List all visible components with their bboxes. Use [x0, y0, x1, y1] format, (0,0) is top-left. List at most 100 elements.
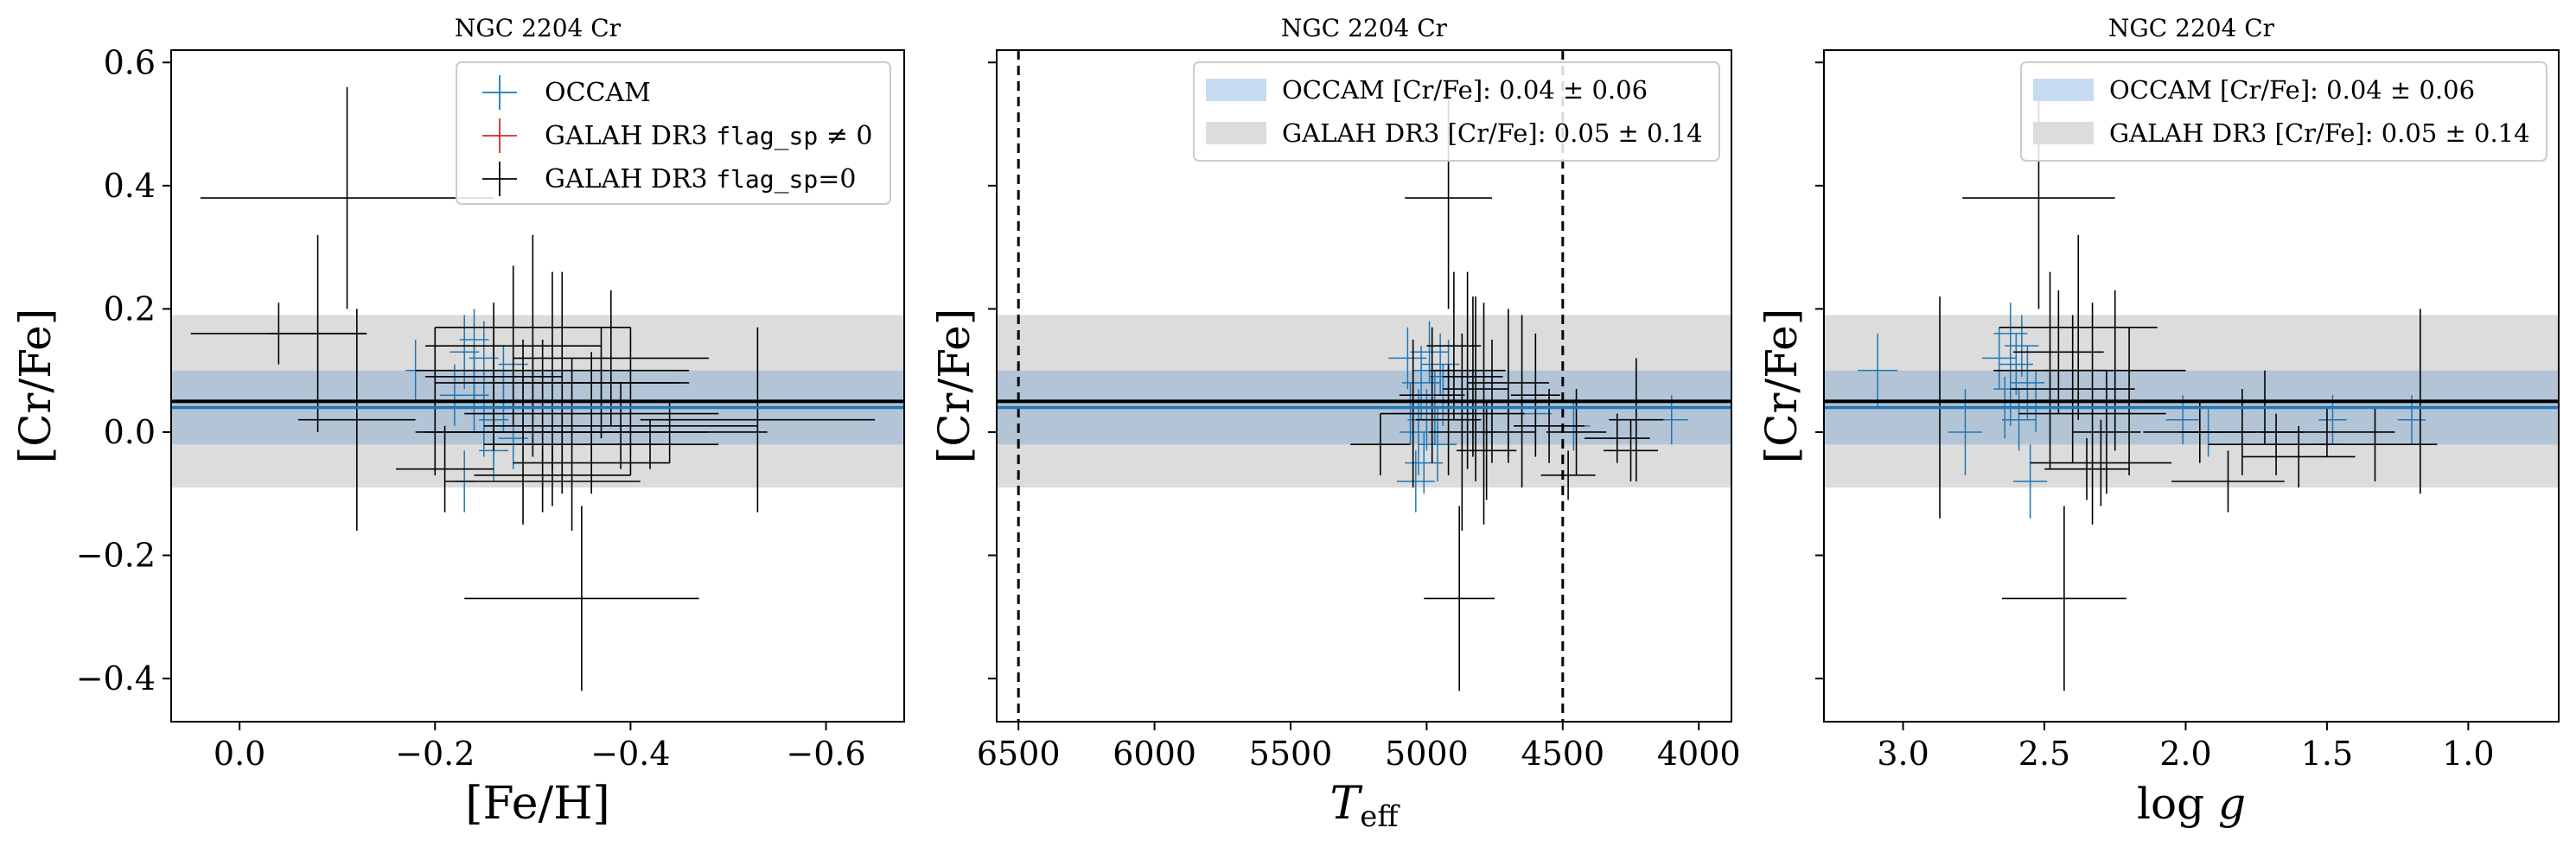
- panel-1: 0.0 −0.2 −0.4 −0.6 −0.4 −0.2 0.0 0.2 0.4 0.6 NGC 2…: [10, 14, 905, 830]
- data-point: [1604, 419, 1658, 481]
- legend-patch: [2033, 79, 2094, 101]
- x-axis-label: Teff: [1330, 778, 1401, 834]
- x-axis-label: log g: [2137, 779, 2246, 829]
- data-point: [1350, 413, 1411, 475]
- data-point: [513, 431, 670, 494]
- x-tick-label: 6500: [977, 735, 1061, 773]
- data-point: [1584, 413, 1650, 463]
- x-tick-label: 2.0: [2159, 735, 2211, 773]
- data-point: [1380, 340, 1446, 488]
- legend-box: [456, 61, 891, 205]
- y-axis-label: [Cr/Fe]: [10, 309, 61, 464]
- x-tick-label: 5500: [1249, 735, 1333, 773]
- data-point: [464, 506, 699, 691]
- data-point: [513, 290, 709, 426]
- data-point: [190, 302, 367, 365]
- chart-title: NGC 2204 Cr: [1281, 14, 1448, 42]
- x-tick-label: 4500: [1521, 735, 1604, 773]
- data-point: [2013, 290, 2104, 414]
- data-point: [2018, 302, 2166, 525]
- data-point: [1410, 321, 1449, 383]
- x-tick-label: 5000: [1385, 735, 1469, 773]
- legend-label-suffix: =0: [818, 164, 856, 194]
- x-tick-label: 4000: [1657, 735, 1741, 773]
- x-tick-label: −0.4: [590, 735, 670, 773]
- data-point: [483, 382, 758, 469]
- data-point: [581, 419, 719, 469]
- data-point: [1443, 302, 1525, 525]
- data-point: [415, 389, 709, 475]
- x-tick-label: −0.6: [786, 735, 865, 773]
- data-point: [200, 86, 494, 309]
- data-point: [2312, 407, 2438, 481]
- legend-patch: [1206, 122, 1266, 144]
- x-tick-label: 3.0: [1877, 735, 1929, 773]
- legend-label: GALAH DR3 [Cr/Fe]: 0.05 ± 0.14: [2109, 118, 2530, 148]
- panel-2: 6500 6000 5500 5000 4500 4000 NGC 2204 Cr [Cr/F…: [929, 14, 1741, 834]
- legend-label-suffix: ≠ 0: [818, 121, 872, 151]
- data-point: [2030, 419, 2172, 506]
- data-point: [1511, 333, 1560, 457]
- data-point: [1540, 450, 1596, 500]
- data-point: [1424, 506, 1495, 691]
- data-point: [2259, 407, 2395, 457]
- x-tick-label: −0.2: [395, 735, 475, 773]
- y-tick-label: 0.2: [104, 290, 156, 328]
- y-tick-label: −0.2: [76, 537, 156, 575]
- data-point: [640, 327, 876, 513]
- data-point: [2001, 506, 2126, 691]
- y-tick-label: 0.4: [104, 167, 156, 205]
- data-point: [523, 327, 679, 439]
- y-axis-label: [Cr/Fe]: [929, 309, 979, 464]
- chart-title: NGC 2204 Cr: [2108, 14, 2275, 42]
- legend-patch: [2033, 122, 2094, 144]
- data-point: [1443, 296, 1503, 457]
- data-point: [1396, 450, 1435, 513]
- data-point: [415, 271, 690, 469]
- legend-box: [1193, 61, 1720, 162]
- legend-label-text: GALAH DR3: [545, 121, 716, 151]
- plot-area: [1824, 86, 2559, 691]
- data-point: [2013, 444, 2048, 519]
- data-point: [2010, 315, 2135, 463]
- data-point: [2001, 389, 2037, 451]
- data-point: [2165, 395, 2200, 445]
- data-point: [1415, 364, 1482, 475]
- data-point: [1388, 327, 1427, 390]
- x-tick-label: 6000: [1113, 735, 1196, 773]
- y-axis-label: [Cr/Fe]: [1757, 309, 1807, 464]
- data-point: [1546, 389, 1607, 475]
- legend-label: GALAH DR3 flag_sp ≠ 0: [545, 121, 873, 151]
- data-point: [459, 309, 489, 371]
- legend-label: OCCAM: [545, 78, 651, 108]
- data-point: [424, 265, 602, 426]
- legend-label: GALAH DR3 [Cr/Fe]: 0.05 ± 0.14: [1282, 118, 1703, 148]
- x-tick-label: 0.0: [214, 735, 265, 773]
- data-point: [1405, 431, 1444, 494]
- y-tick-label: 0.6: [104, 43, 156, 81]
- data-point: [2171, 450, 2285, 513]
- y-tick-label: 0.0: [104, 413, 156, 451]
- y-tick-label: −0.4: [76, 659, 156, 697]
- x-tick-label: 1.5: [2301, 735, 2353, 773]
- data-point: [1948, 389, 1983, 475]
- x-tick-label: 2.5: [2018, 735, 2070, 773]
- data-point: [444, 450, 641, 513]
- legend-label: OCCAM [Cr/Fe]: 0.04 ± 0.06: [2109, 75, 2475, 105]
- legend-box: [2020, 61, 2547, 162]
- data-point: [2044, 290, 2186, 451]
- legend-patch: [1206, 79, 1266, 101]
- chart-title: NGC 2204 Cr: [455, 14, 622, 42]
- data-point: [1421, 333, 1460, 396]
- data-point: [424, 302, 563, 451]
- data-point: [1609, 358, 1664, 481]
- legend-label-text: OCCAM: [545, 78, 651, 108]
- axes-frame: [170, 49, 905, 723]
- data-point: [1399, 327, 1465, 463]
- axes-frame: [996, 49, 1732, 723]
- data-point: [1457, 401, 1517, 500]
- data-point: [474, 444, 631, 506]
- data-point: [2241, 425, 2356, 488]
- data-point: [2397, 395, 2426, 445]
- data-point: [1481, 401, 1536, 463]
